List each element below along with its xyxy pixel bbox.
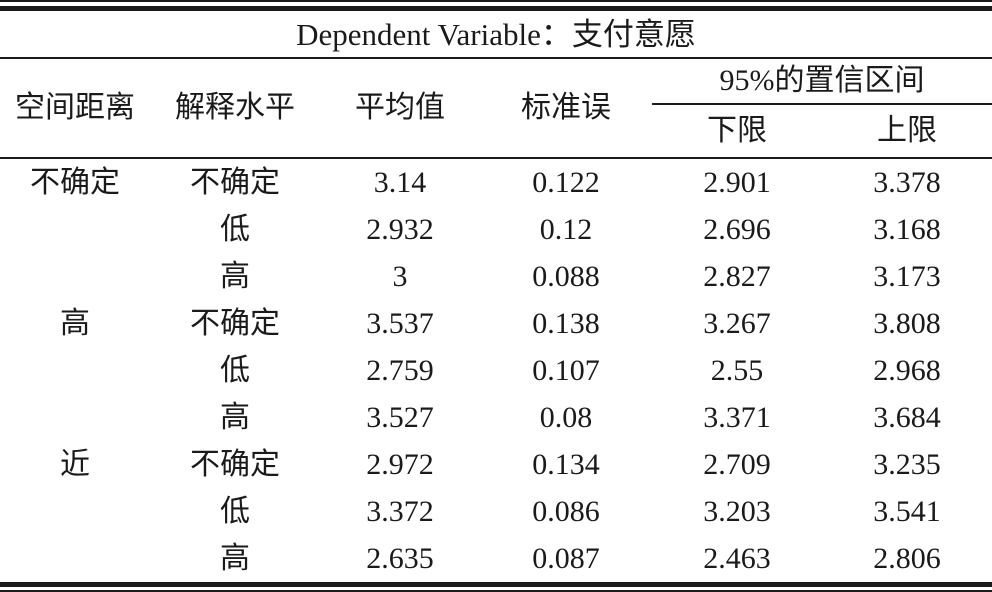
cell-level: 高 <box>220 259 250 293</box>
table-row: 高 不确定 3.537 0.138 3.267 3.808 <box>0 300 992 347</box>
cell-mean: 2.972 <box>366 447 434 481</box>
cell-se: 0.12 <box>539 212 593 246</box>
cell-se: 0.134 <box>532 447 600 481</box>
cell-se: 0.122 <box>532 165 600 199</box>
header-ci-lower: 下限 <box>652 104 822 159</box>
cell-se: 0.08 <box>539 400 593 434</box>
cell-distance <box>0 394 150 441</box>
cell-mean: 3.527 <box>366 400 434 434</box>
table-row: 高 2.635 0.087 2.463 2.806 <box>0 535 992 582</box>
cell-lower: 2.827 <box>703 259 771 293</box>
cell-level: 低 <box>220 212 250 246</box>
cell-level: 高 <box>220 541 250 575</box>
cell-mean: 3.14 <box>373 165 427 199</box>
cell-mean: 2.932 <box>366 212 434 246</box>
cell-level: 不确定 <box>190 165 280 199</box>
cell-distance: 不确定 <box>30 165 120 199</box>
cell-upper: 2.806 <box>873 541 941 575</box>
cell-mean: 3 <box>392 259 408 293</box>
cell-se: 0.107 <box>532 353 600 387</box>
cell-level: 高 <box>220 400 250 434</box>
statistics-table: Dependent Variable：支付意愿 空间距离 解释水平 平均值 标准… <box>0 11 992 582</box>
header-mean: 平均值 <box>320 58 480 159</box>
cell-lower: 3.203 <box>703 494 771 528</box>
cell-lower: 2.901 <box>703 165 771 199</box>
cell-lower: 3.267 <box>703 306 771 340</box>
cell-distance: 高 <box>60 306 90 340</box>
header-spatial-distance: 空间距离 <box>0 58 150 159</box>
cell-mean: 3.537 <box>366 306 434 340</box>
cell-lower: 2.463 <box>703 541 771 575</box>
cell-upper: 2.968 <box>873 353 941 387</box>
cell-lower: 2.709 <box>703 447 771 481</box>
cell-distance <box>0 535 150 582</box>
header-std-error: 标准误 <box>480 58 652 159</box>
table-row: 不确定 不确定 3.14 0.122 2.901 3.378 <box>0 158 992 206</box>
table-title-row: Dependent Variable：支付意愿 <box>0 11 992 59</box>
table-body: 不确定 不确定 3.14 0.122 2.901 3.378 低 2.932 0… <box>0 158 992 582</box>
top-inner-rule <box>0 6 992 11</box>
header-row-top: 空间距离 解释水平 平均值 标准误 95%的置信区间 <box>0 58 992 159</box>
header-ci-group: 95%的置信区间 <box>652 58 992 105</box>
cell-mean: 2.635 <box>366 541 434 575</box>
cell-se: 0.086 <box>532 494 600 528</box>
cell-mean: 3.372 <box>366 494 434 528</box>
table-title: Dependent Variable：支付意愿 <box>0 11 992 59</box>
cell-lower: 3.371 <box>703 400 771 434</box>
header-row-sub: 下限 上限 <box>0 104 992 159</box>
cell-upper: 3.173 <box>873 259 941 293</box>
cell-distance <box>0 206 150 253</box>
cell-upper: 3.541 <box>873 494 941 528</box>
cell-level: 不确定 <box>190 306 280 340</box>
top-outer-rule <box>0 0 992 2</box>
cell-distance: 近 <box>60 447 90 481</box>
bottom-inner-rule <box>0 582 992 587</box>
table-row: 高 3 0.088 2.827 3.173 <box>0 253 992 300</box>
cell-upper: 3.378 <box>873 165 941 199</box>
cell-distance <box>0 488 150 535</box>
cell-distance <box>0 253 150 300</box>
cell-upper: 3.168 <box>873 212 941 246</box>
cell-se: 0.088 <box>532 259 600 293</box>
cell-level: 低 <box>220 353 250 387</box>
table-row: 低 2.932 0.12 2.696 3.168 <box>0 206 992 253</box>
cell-se: 0.087 <box>532 541 600 575</box>
cell-mean: 2.759 <box>366 353 434 387</box>
header-ci-upper: 上限 <box>822 104 992 159</box>
cell-se: 0.138 <box>532 306 600 340</box>
header-explanation-level: 解释水平 <box>150 58 320 159</box>
cell-level: 不确定 <box>190 447 280 481</box>
table-header: Dependent Variable：支付意愿 空间距离 解释水平 平均值 标准… <box>0 11 992 159</box>
table-row: 高 3.527 0.08 3.371 3.684 <box>0 394 992 441</box>
cell-distance <box>0 347 150 394</box>
table-row: 近 不确定 2.972 0.134 2.709 3.235 <box>0 441 992 488</box>
cell-lower: 2.696 <box>703 212 771 246</box>
cell-upper: 3.235 <box>873 447 941 481</box>
cell-level: 低 <box>220 494 250 528</box>
table-row: 低 3.372 0.086 3.203 3.541 <box>0 488 992 535</box>
cell-lower: 2.55 <box>710 353 764 387</box>
cell-upper: 3.808 <box>873 306 941 340</box>
cell-upper: 3.684 <box>873 400 941 434</box>
bottom-outer-rule <box>0 590 992 592</box>
table-row: 低 2.759 0.107 2.55 2.968 <box>0 347 992 394</box>
